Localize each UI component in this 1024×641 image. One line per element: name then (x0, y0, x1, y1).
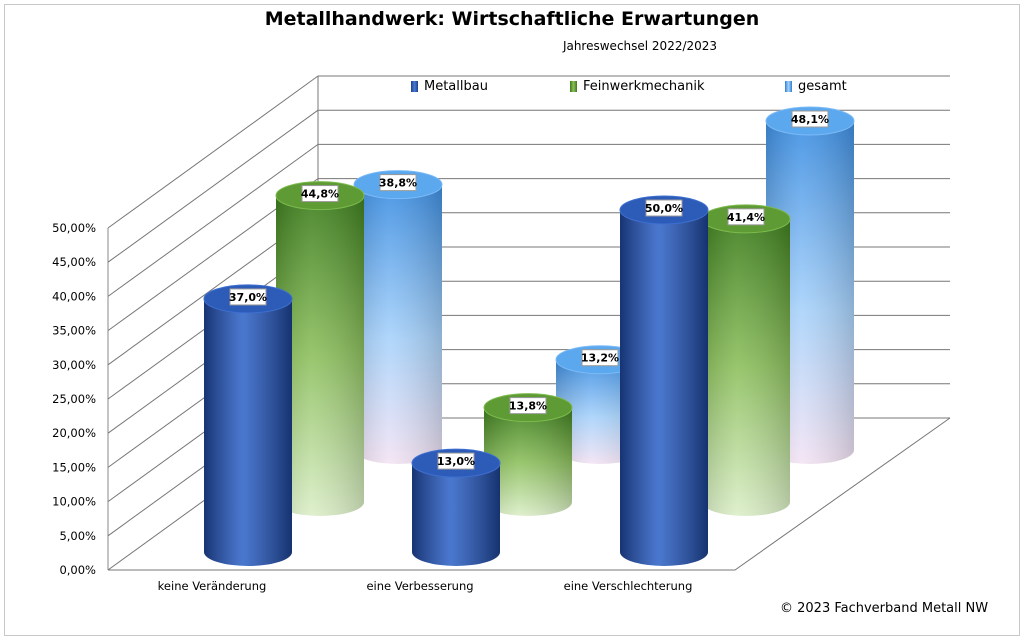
y-tick-label: 35,00% (52, 324, 96, 338)
y-tick-label: 20,00% (52, 426, 96, 440)
data-label-text: 50,0% (645, 202, 683, 215)
data-label-text: 13,0% (437, 455, 475, 468)
legend-swatch-feinwerkmechanik (570, 81, 577, 92)
bar-feinwerkmechanik-0 (275, 181, 365, 516)
data-label-box (437, 452, 475, 470)
y-tick-label: 40,00% (52, 289, 96, 303)
chart-title: Metallhandwerk: Wirtschaftliche Erwartun… (264, 8, 760, 30)
data-label-text: 37,0% (229, 291, 267, 304)
data-label-box (379, 174, 417, 192)
data-label-box (791, 110, 829, 128)
data-label-metallbau-0: 37,0% (229, 288, 267, 306)
bar-shading (412, 463, 500, 566)
copyright-text: © 2023 Fachverband Metall NW (780, 601, 989, 616)
bar-gesamt-0 (353, 170, 443, 464)
floor-edge (108, 417, 951, 571)
legend-label-metallbau: Metallbau (424, 79, 488, 94)
legend-label-feinwerkmechanik: Feinwerkmechanik (583, 79, 705, 94)
data-label-metallbau-1: 13,0% (437, 452, 475, 470)
y-tick-label: 15,00% (52, 460, 96, 474)
data-label-feinwerkmechanik-2: 41,4% (727, 208, 765, 226)
data-label-gesamt-0: 38,8% (379, 174, 417, 192)
legend-item-gesamt: gesamt (785, 79, 847, 94)
legend-swatch-metallbau (411, 81, 418, 92)
data-label-box (581, 349, 619, 367)
bar-metallbau-1 (411, 448, 501, 566)
bar-shading (354, 184, 442, 464)
data-label-gesamt-1: 13,2% (581, 349, 619, 367)
y-tick-label: 45,00% (52, 255, 96, 269)
gridline-side (107, 75, 319, 229)
bar-shading (276, 195, 364, 516)
bar-shading (702, 218, 790, 516)
bar-shading (620, 210, 708, 566)
gridline-side (107, 143, 319, 297)
legend-label-gesamt: gesamt (798, 79, 847, 94)
data-label-text: 38,8% (379, 177, 417, 190)
data-label-text: 13,8% (509, 400, 547, 413)
x-category-label: eine Verbesserung (366, 579, 473, 593)
data-label-text: 48,1% (791, 113, 829, 126)
data-label-text: 13,2% (581, 352, 619, 365)
bar-shading (204, 298, 292, 566)
gridline-side (107, 109, 319, 263)
data-label-box (645, 199, 683, 217)
data-label-box (229, 288, 267, 306)
x-category-label: keine Veränderung (158, 579, 267, 593)
bar-metallbau-0 (203, 284, 293, 566)
bar-shading (484, 407, 572, 516)
y-tick-label: 25,00% (52, 392, 96, 406)
data-label-text: 44,8% (301, 188, 339, 201)
legend-item-metallbau: Metallbau (411, 79, 488, 94)
data-label-box (509, 397, 547, 415)
legend-item-feinwerkmechanik: Feinwerkmechanik (570, 79, 705, 94)
bar-metallbau-2 (619, 195, 709, 566)
bar-feinwerkmechanik-2 (701, 204, 791, 516)
y-tick-label: 5,00% (59, 529, 96, 543)
data-label-gesamt-2: 48,1% (791, 110, 829, 128)
chart-subtitle: Jahreswechsel 2022/2023 (562, 39, 718, 53)
legend-swatch-gesamt (785, 81, 792, 92)
data-label-feinwerkmechanik-0: 44,8% (301, 185, 339, 203)
data-label-box (727, 208, 765, 226)
data-label-metallbau-2: 50,0% (645, 199, 683, 217)
y-tick-label: 10,00% (52, 495, 96, 509)
y-tick-label: 0,00% (59, 563, 96, 577)
bar-feinwerkmechanik-1 (483, 393, 573, 516)
data-label-box (301, 185, 339, 203)
data-label-feinwerkmechanik-1: 13,8% (509, 397, 547, 415)
y-tick-label: 50,00% (52, 221, 96, 235)
y-tick-label: 30,00% (52, 358, 96, 372)
x-category-label: eine Verschlechterung (564, 579, 693, 593)
data-label-text: 41,4% (727, 211, 765, 224)
